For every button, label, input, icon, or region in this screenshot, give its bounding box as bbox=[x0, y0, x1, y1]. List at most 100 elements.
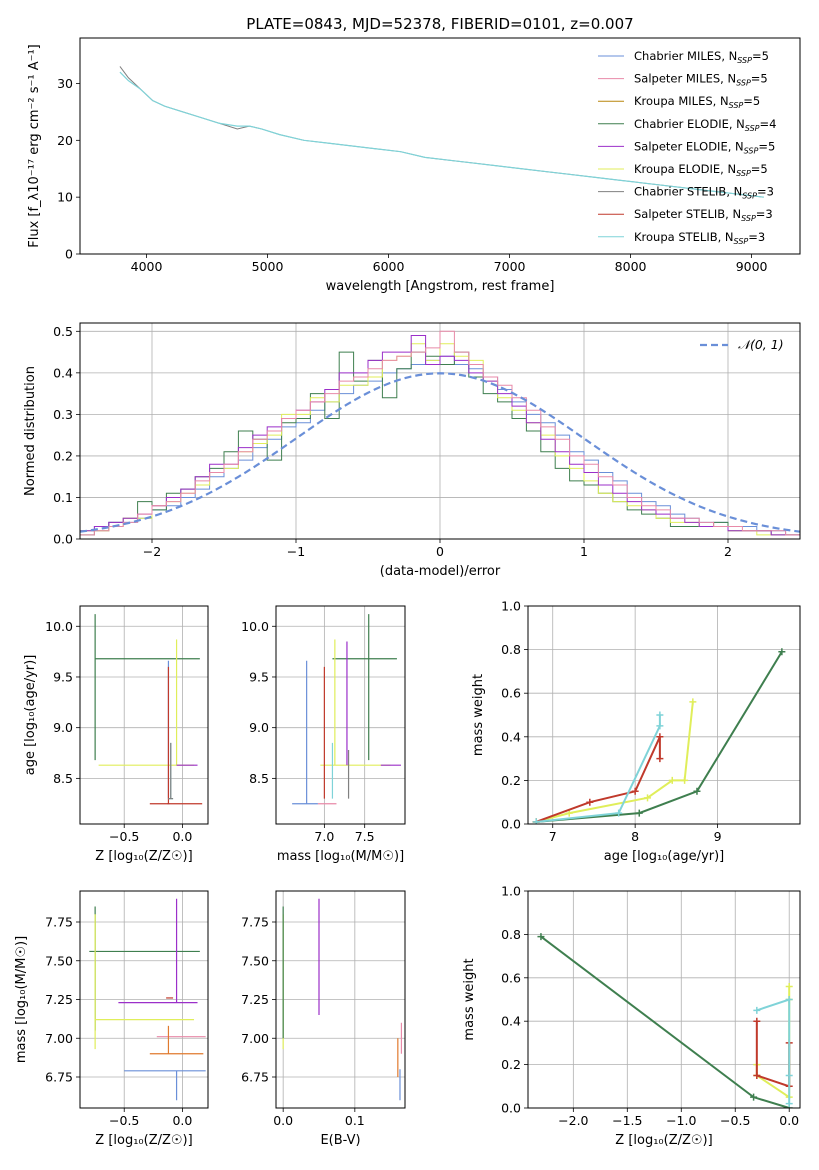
legend-label-text: Chabrier MILES, N bbox=[634, 49, 737, 63]
x-tick-label: 0.1 bbox=[345, 1113, 365, 1128]
series-marker bbox=[778, 648, 786, 656]
series-line bbox=[756, 998, 791, 1104]
legend-label-subscript: SSP bbox=[742, 192, 757, 201]
x-axis-label: wavelength [Angstrom, rest frame] bbox=[326, 279, 555, 294]
series-marker bbox=[785, 1100, 793, 1108]
y-tick-label: 1.0 bbox=[501, 884, 521, 899]
y-tick-label: 0.0 bbox=[501, 817, 521, 832]
legend-label-subscript: SSP bbox=[729, 101, 744, 110]
series-marker bbox=[635, 809, 643, 817]
normal-distribution-curve bbox=[80, 372, 800, 533]
series-marker bbox=[537, 933, 545, 941]
series-marker bbox=[785, 1071, 793, 1079]
x-axis-label: mass [log₁₀(M/M☉)] bbox=[277, 849, 404, 864]
y-tick-label: 7.00 bbox=[45, 1031, 73, 1046]
x-axis-label: (data-model)/error bbox=[380, 564, 501, 579]
legend-label-text: Kroupa MILES, N bbox=[634, 94, 729, 108]
legend-label-count: =5 bbox=[752, 49, 769, 63]
y-tick-label: 0.6 bbox=[501, 970, 521, 985]
legend-label-count: =5 bbox=[751, 72, 768, 86]
y-tick-label: 0.3 bbox=[53, 407, 73, 422]
y-tick-label: 10.0 bbox=[241, 619, 269, 634]
y-tick-label: 6.75 bbox=[241, 1070, 269, 1085]
legend-label-text: Salpeter MILES, N bbox=[634, 72, 736, 86]
y-tick-label: 7.75 bbox=[45, 915, 73, 930]
y-tick-label: 0.0 bbox=[53, 532, 73, 547]
plot-area bbox=[292, 614, 401, 805]
legend-label-count: =5 bbox=[743, 94, 760, 108]
series-marker bbox=[693, 787, 701, 795]
series-marker bbox=[656, 722, 664, 730]
axes-frame bbox=[79, 37, 801, 255]
legend-label-count: =4 bbox=[760, 117, 777, 131]
plot-area bbox=[119, 66, 764, 198]
chart-age-vs-mass: 7.0 7.5 8.5 9.0 9.5 10.0 mass [log₁₀(M/M☉)] bbox=[241, 605, 406, 864]
y-axis-label: Flux [f_λ10⁻¹⁷ erg cm⁻² s⁻¹ A⁻¹] bbox=[27, 44, 42, 248]
y-axis-label: Normed distribution bbox=[23, 366, 38, 496]
series-line bbox=[535, 701, 694, 823]
y-tick-label: 8.5 bbox=[249, 771, 269, 786]
histogram-salpeter-elodie bbox=[80, 334, 800, 539]
y-axis-label: mass weight bbox=[471, 674, 486, 756]
series-marker bbox=[586, 798, 594, 806]
chart-massweight-vs-Z: −2.0 −1.5 −1.0 −0.5 0.0 0.0 0.2 0.4 0.6 0.8 1.0 Z [… bbox=[462, 884, 801, 1148]
x-tick-label: 9000 bbox=[736, 259, 768, 274]
y-tick-label: 0.0 bbox=[501, 1101, 521, 1116]
series-marker bbox=[656, 755, 664, 763]
series-marker bbox=[750, 1093, 758, 1101]
y-tick-label: 0.2 bbox=[501, 1057, 521, 1072]
y-tick-label: 1.0 bbox=[501, 599, 521, 614]
legend-label: 𝒩(0, 1) bbox=[738, 337, 784, 352]
observed-spectrum-line bbox=[119, 66, 764, 198]
legend-label-subscript: SSP bbox=[745, 124, 760, 133]
chart-spectrum: 4000 5000 6000 7000 8000 9000 0 10 20 30 wavelengt… bbox=[27, 37, 801, 294]
legend-label-count: =5 bbox=[758, 139, 775, 153]
x-tick-label: 1 bbox=[580, 544, 588, 559]
y-tick-label: 7.25 bbox=[241, 992, 269, 1007]
x-tick-label: 8 bbox=[631, 829, 639, 844]
y-tick-label: 10.0 bbox=[45, 619, 73, 634]
x-tick-label: −1 bbox=[287, 544, 305, 559]
y-tick-label: 9.5 bbox=[53, 669, 73, 684]
histogram-salpeter-miles bbox=[80, 330, 800, 539]
series-marker bbox=[631, 787, 639, 795]
y-tick-label: 0.4 bbox=[501, 729, 521, 744]
y-tick-label: 9.5 bbox=[249, 669, 269, 684]
legend-label-count: =3 bbox=[756, 207, 773, 221]
chart-mass-vs-ebv: 0.0 0.1 6.75 7.00 7.25 7.50 7.75 E(B-V) bbox=[241, 890, 406, 1148]
plot-area bbox=[94, 614, 203, 805]
series-line bbox=[755, 1021, 791, 1088]
x-tick-label: −0.5 bbox=[109, 1113, 139, 1128]
series-marker bbox=[681, 776, 689, 784]
legend-label-subscript: SSP bbox=[736, 79, 751, 88]
x-axis-label: age [log₁₀(age/yr)] bbox=[604, 849, 725, 864]
legend-label-subscript: SSP bbox=[744, 146, 759, 155]
plot-area bbox=[80, 330, 800, 539]
legend-label: Chabrier ELODIE, NSSP=4 bbox=[634, 117, 776, 133]
y-tick-label: 7.00 bbox=[241, 1031, 269, 1046]
y-axis-label: mass weight bbox=[462, 958, 477, 1040]
axes-frame bbox=[527, 890, 801, 1109]
y-tick-label: 0.8 bbox=[501, 927, 521, 942]
series-marker bbox=[753, 1071, 761, 1079]
legend-label-count: =5 bbox=[751, 162, 768, 176]
x-tick-label: 7.0 bbox=[314, 829, 334, 844]
x-axis-label: E(B-V) bbox=[320, 1133, 360, 1148]
legend-label-subscript: SSP bbox=[736, 169, 751, 178]
legend-label: Kroupa STELIB, NSSP=3 bbox=[634, 230, 765, 246]
series-marker bbox=[753, 1017, 761, 1025]
axes-frame bbox=[79, 890, 209, 1109]
legend-label-text: Kroupa ELODIE, N bbox=[634, 162, 736, 176]
x-axis-label: Z [log₁₀(Z/Z☉)] bbox=[95, 849, 192, 864]
plot-area bbox=[532, 648, 786, 824]
x-tick-label: 8000 bbox=[615, 259, 647, 274]
y-axis-label: mass [log₁₀(M/M☉)] bbox=[14, 936, 29, 1063]
y-tick-label: 0.8 bbox=[501, 642, 521, 657]
y-tick-label: 9.0 bbox=[249, 720, 269, 735]
legend-label-text: Salpeter STELIB, N bbox=[634, 207, 741, 221]
axes-frame bbox=[79, 322, 801, 540]
y-tick-label: 0.5 bbox=[53, 324, 73, 339]
series-line bbox=[540, 935, 790, 1108]
model-spectrum-line bbox=[119, 71, 764, 198]
